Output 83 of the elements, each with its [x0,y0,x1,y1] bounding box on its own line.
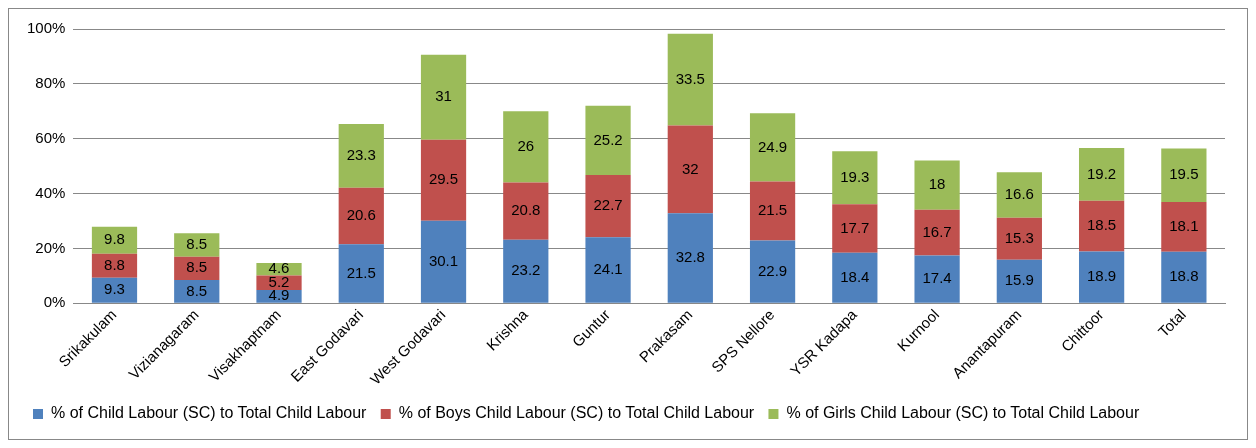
bar [1161,202,1207,252]
bar [585,105,631,175]
bar [832,151,878,205]
data-label: 8.5 [186,235,208,253]
bar [832,204,878,253]
legend-label: % of Girls Child Labour (SC) to Total Child Labour [786,404,1140,422]
y-tick-label: 100% [26,19,66,37]
bar [420,54,467,140]
bar [1078,200,1125,252]
bar [749,240,796,303]
data-label: 20.8 [511,201,541,219]
data-label: 15.9 [1004,271,1034,289]
y-tick-label: 0% [43,293,66,311]
data-label: 33.5 [675,69,705,87]
bar [91,226,138,254]
bar [667,213,713,303]
data-label: 18.4 [840,267,870,285]
data-label: 18.9 [1087,267,1117,285]
data-label: 18.1 [1169,217,1199,235]
bar [503,111,549,183]
bar [996,217,1042,260]
bar [338,244,384,303]
bar [914,209,960,256]
data-label: 15.3 [1004,228,1034,246]
data-label: 25.2 [593,130,623,148]
legend-label: % of Boys Child Labour (SC) to Total Child Labour [398,404,755,422]
bar [1161,251,1207,303]
data-label: 23.2 [511,261,541,279]
bar [749,113,796,182]
data-label: 32 [681,159,699,177]
bar [667,33,713,126]
data-label: 17.4 [922,269,952,287]
data-label: 22.7 [593,196,623,214]
bar [996,172,1042,218]
data-label: 18 [928,175,946,193]
data-label: 8.5 [186,281,208,299]
bar [832,252,878,303]
data-label: 19.5 [1169,165,1199,183]
data-label: 24.1 [593,260,623,278]
data-label: 16.6 [1004,185,1034,203]
y-tick-label: 40% [35,183,66,201]
legend-label: % of Child Labour (SC) to Total Child Labour [51,404,368,422]
data-label: 16.7 [922,222,952,240]
data-label: 29.5 [428,170,459,188]
bar [585,174,631,238]
data-label: 26 [517,137,535,155]
bar [174,233,220,257]
bar [503,239,549,303]
bar [420,220,467,303]
bar [914,160,960,210]
data-label: 17.7 [840,218,870,236]
data-label: 8.5 [186,258,208,276]
data-label: 18.5 [1087,216,1117,234]
data-label: 24.9 [757,137,788,155]
data-label: 18.8 [1169,267,1199,285]
data-label: 20.6 [346,206,376,224]
data-label: 21.5 [757,201,788,219]
bar [420,139,467,221]
y-tick-label: 60% [35,128,66,146]
bar [338,187,384,245]
bar [1078,251,1125,303]
y-tick-label: 80% [35,74,66,91]
bar [667,125,713,214]
bar [503,182,549,240]
data-label: 8.8 [104,255,125,273]
bar [1161,148,1207,203]
data-label: 21.5 [346,263,376,281]
data-label: 9.8 [104,230,125,248]
data-label: 31 [435,87,452,105]
bar [585,237,631,303]
data-label: 32.8 [675,248,705,266]
data-label: 19.3 [840,167,870,185]
bar [749,181,796,241]
data-label: 23.3 [346,146,376,164]
data-label: 30.1 [428,251,459,269]
y-tick-label: 20% [35,238,66,256]
bar [996,259,1042,303]
data-label: 22.9 [757,261,788,279]
data-label: 9.3 [104,280,125,298]
bar [338,123,384,188]
bar [1078,148,1125,201]
data-label: 19.2 [1087,164,1117,182]
bar [914,255,960,303]
